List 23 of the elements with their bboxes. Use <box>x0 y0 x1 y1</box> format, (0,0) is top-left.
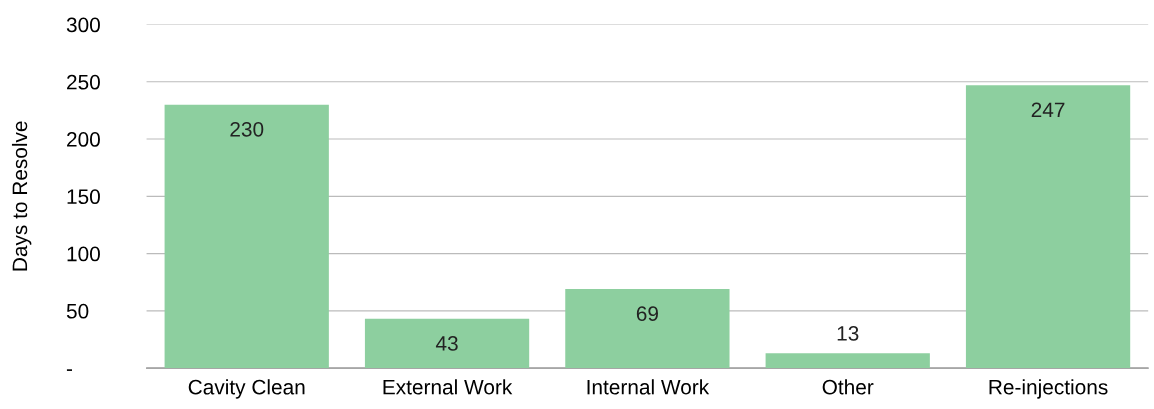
bar <box>364 318 530 369</box>
y-tick-label: 50 <box>66 303 89 319</box>
x-tick-label: Cavity Clean <box>188 379 305 399</box>
y-tick-label: 200 <box>67 132 100 147</box>
data-label: 247 <box>1031 102 1065 117</box>
y-tick-label: 150 <box>67 189 100 205</box>
bar <box>765 353 930 369</box>
bar <box>565 289 730 369</box>
y-tick-label: 250 <box>67 74 100 90</box>
y-tick-label: - <box>66 369 73 371</box>
data-label: 13 <box>837 326 859 341</box>
data-label: 230 <box>230 121 264 137</box>
x-tick-label: External Work <box>383 379 513 395</box>
y-tick-label: 100 <box>67 246 100 262</box>
x-tick-label: Other <box>822 379 874 395</box>
x-tick-label: Re-injections <box>989 379 1108 399</box>
y-tick-label: 300 <box>66 17 100 33</box>
data-label: 69 <box>636 306 658 322</box>
bar <box>164 104 329 369</box>
y-axis-title: Days to Resolve <box>11 121 32 271</box>
data-label: 43 <box>435 336 458 351</box>
bar <box>965 85 1131 369</box>
x-tick-label: Internal Work <box>587 379 710 395</box>
